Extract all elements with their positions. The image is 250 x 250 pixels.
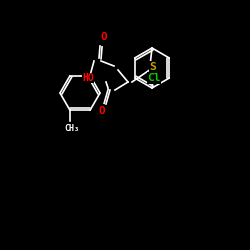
Text: S: S bbox=[150, 62, 156, 72]
Text: HO: HO bbox=[82, 73, 94, 83]
Text: CH₃: CH₃ bbox=[64, 124, 80, 133]
Text: O: O bbox=[100, 32, 107, 42]
Text: O: O bbox=[98, 106, 105, 116]
Text: Cl: Cl bbox=[147, 73, 161, 83]
